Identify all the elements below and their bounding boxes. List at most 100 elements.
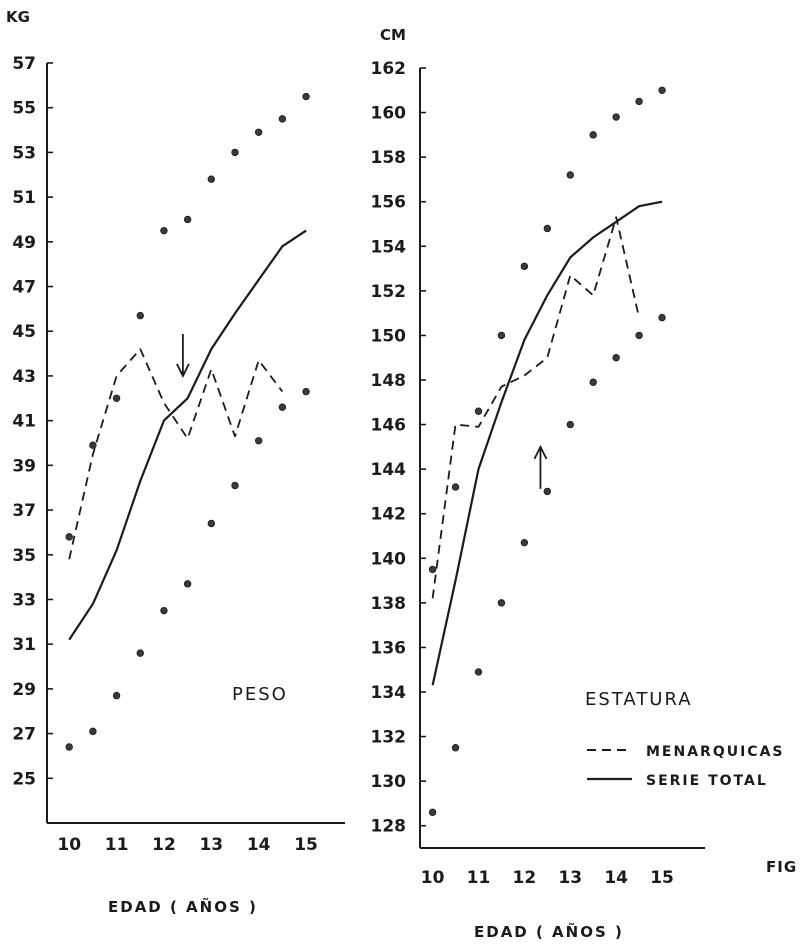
peso-y-tick-label: 47 xyxy=(12,278,36,298)
peso-y-tick-label: 43 xyxy=(12,367,36,387)
peso-x-tick-label: 11 xyxy=(105,835,129,855)
peso-y-tick-label: 33 xyxy=(12,590,36,610)
peso-point xyxy=(231,148,239,157)
peso-y-tick-label: 55 xyxy=(12,99,36,119)
estatura-point xyxy=(658,86,666,94)
peso-point xyxy=(136,311,144,320)
estatura-y-tick-label: 142 xyxy=(371,505,407,525)
estatura-y-tick-label: 156 xyxy=(371,193,407,213)
estatura-y-tick-label: 158 xyxy=(371,148,407,168)
estatura-point xyxy=(428,808,437,817)
estatura-point xyxy=(520,538,529,547)
estatura-solid-line xyxy=(431,200,663,686)
peso-arrow-down xyxy=(176,333,190,378)
estatura-point xyxy=(635,331,643,340)
estatura-point xyxy=(497,331,506,340)
estatura-point xyxy=(543,487,552,496)
peso-point xyxy=(302,387,310,396)
peso-unit-label: KG xyxy=(6,8,30,26)
peso-y-tick-label: 53 xyxy=(12,143,36,163)
legend: MENARQUICAS SERIE TOTAL xyxy=(587,744,783,789)
peso-y-tick-label: 27 xyxy=(12,725,36,745)
estatura-title: ESTATURA xyxy=(585,689,693,710)
peso-point xyxy=(160,606,168,615)
peso-point xyxy=(89,441,97,449)
estatura-x-axis-title: EDAD ( AÑOS ) xyxy=(474,922,624,941)
estatura-point xyxy=(451,483,460,491)
peso-y-tick-label: 25 xyxy=(12,769,36,789)
estatura-x-tick-label: 13 xyxy=(558,868,582,888)
peso-point xyxy=(89,727,97,736)
peso-y-tick-label: 39 xyxy=(12,456,36,476)
peso-point xyxy=(136,649,144,657)
peso-x-axis-title: EDAD ( AÑOS ) xyxy=(108,897,258,916)
estatura-y-tick-label: 148 xyxy=(371,371,407,391)
estatura-dashed-line xyxy=(431,216,640,599)
estatura-x-tick-label: 15 xyxy=(650,868,674,888)
estatura-y-tick-label: 134 xyxy=(371,683,407,703)
estatura-arrow-up xyxy=(533,444,548,489)
peso-point xyxy=(254,437,263,445)
peso-y-tick-label: 41 xyxy=(12,412,36,432)
peso-point xyxy=(183,215,192,224)
estatura-y-tick-label: 162 xyxy=(371,59,407,79)
estatura-y-tick-label: 128 xyxy=(371,817,407,837)
peso-point xyxy=(112,394,121,402)
peso-x-tick-label: 13 xyxy=(199,835,223,855)
estatura-y-tick-label: 130 xyxy=(371,772,407,792)
estatura-x-tick-label: 14 xyxy=(604,868,628,888)
estatura-point xyxy=(428,565,437,574)
estatura-point xyxy=(520,262,529,271)
estatura-point xyxy=(474,668,483,676)
peso-point xyxy=(254,128,263,136)
peso-chart: 25 27 29 31 33 35 37 39 41 43 45 47 49 51 53 55 57 10 11 12… xyxy=(12,54,345,855)
peso-title: PESO xyxy=(232,684,288,705)
peso-y-tick-label: 37 xyxy=(12,501,36,521)
figure-label: FIG xyxy=(766,858,797,876)
peso-x-tick-label: 14 xyxy=(247,835,271,855)
estatura-unit-label: CM xyxy=(380,26,406,44)
peso-point xyxy=(112,691,121,700)
estatura-y-tick-label: 150 xyxy=(371,326,407,346)
peso-point xyxy=(65,533,73,541)
estatura-point xyxy=(474,407,483,415)
peso-point xyxy=(65,743,73,751)
estatura-point xyxy=(612,354,620,362)
estatura-x-tick-label: 11 xyxy=(467,868,491,888)
estatura-point xyxy=(543,224,552,233)
estatura-y-tick-label: 154 xyxy=(371,237,407,257)
peso-point xyxy=(160,226,168,235)
peso-y-tick-label: 57 xyxy=(12,54,36,74)
estatura-y-tick-label: 140 xyxy=(371,549,407,569)
peso-point xyxy=(231,481,239,490)
peso-y-tick-label: 49 xyxy=(12,233,36,253)
peso-y-tick-label: 31 xyxy=(12,635,36,655)
estatura-point xyxy=(451,744,460,752)
peso-y-tick-label: 51 xyxy=(12,188,36,208)
estatura-y-tick-label: 144 xyxy=(371,460,407,480)
peso-point xyxy=(207,519,216,528)
estatura-point xyxy=(658,313,666,322)
estatura-point xyxy=(612,113,620,121)
peso-solid-line xyxy=(68,229,307,641)
peso-point xyxy=(278,115,287,123)
estatura-x-tick-label: 12 xyxy=(513,868,537,888)
peso-x-tick-label: 12 xyxy=(152,835,176,855)
peso-y-tick-label: 29 xyxy=(12,680,36,700)
peso-point xyxy=(183,580,192,588)
peso-y-tick-label: 45 xyxy=(12,322,36,342)
estatura-y-tick-label: 138 xyxy=(371,594,407,614)
legend-label-serie-total: SERIE TOTAL xyxy=(646,773,768,789)
estatura-chart: 128 130 132 134 136 138 140 142 144 146 148 150 152 1… xyxy=(371,59,705,888)
estatura-point xyxy=(566,171,574,179)
peso-point xyxy=(278,403,287,411)
peso-y-tick-label: 35 xyxy=(12,546,36,566)
estatura-y-tick-label: 136 xyxy=(371,638,407,658)
peso-x-tick-label: 10 xyxy=(57,835,81,855)
estatura-point xyxy=(497,599,506,607)
estatura-point xyxy=(635,97,643,106)
estatura-point xyxy=(589,378,597,386)
estatura-y-tick-label: 132 xyxy=(371,728,407,748)
estatura-y-tick-label: 160 xyxy=(371,104,407,124)
